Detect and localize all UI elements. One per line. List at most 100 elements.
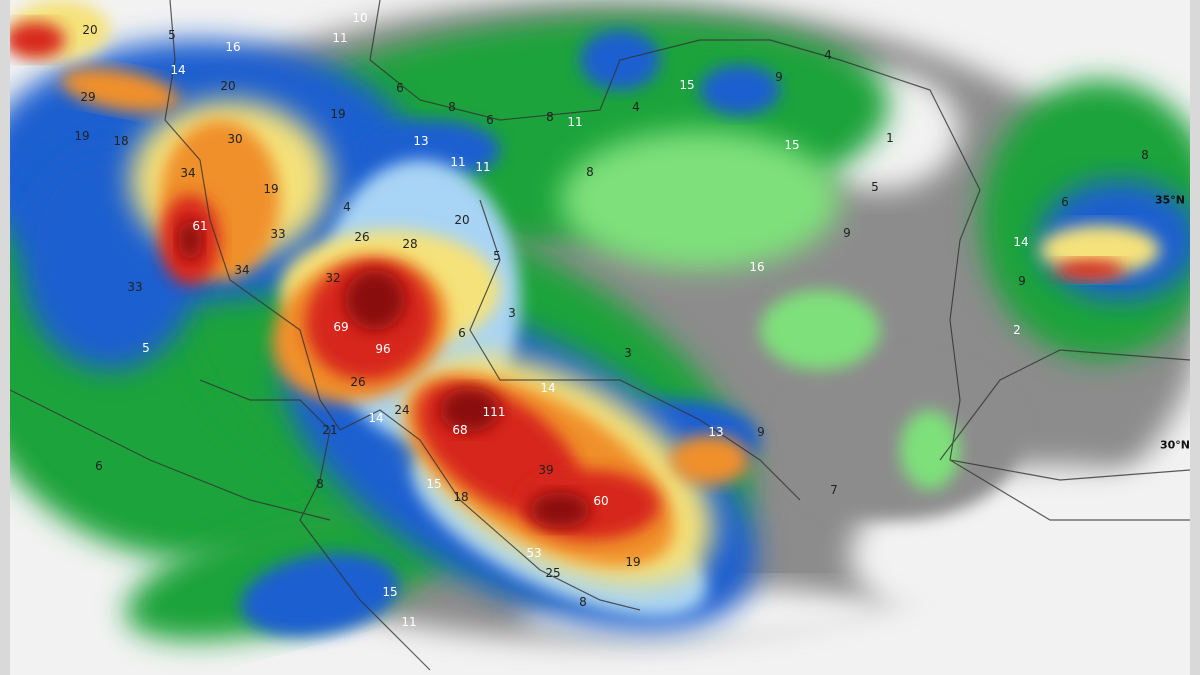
precip-value-label: 4 xyxy=(343,200,351,214)
precip-value-label: 6 xyxy=(486,113,494,127)
precip-value-label: 21 xyxy=(322,423,338,437)
precip-value-label: 8 xyxy=(546,110,554,124)
precip-value-label: 33 xyxy=(127,280,143,294)
precip-value-label: 8 xyxy=(1141,148,1149,162)
precip-value-label: 18 xyxy=(453,490,469,504)
precip-value-label: 60 xyxy=(593,494,609,508)
precip-value-label: 8 xyxy=(448,100,456,114)
precip-area-orange xyxy=(670,435,750,485)
border-line xyxy=(949,189,1190,521)
precip-value-label: 13 xyxy=(708,425,724,439)
precip-value-label: 4 xyxy=(632,100,640,114)
precip-value-label: 15 xyxy=(784,138,800,152)
precip-value-label: 5 xyxy=(493,249,501,263)
precip-area-light-green xyxy=(900,410,960,490)
country-borders xyxy=(10,0,1190,671)
precip-value-label: 111 xyxy=(482,405,506,419)
precip-area-blue xyxy=(700,65,780,115)
precip-value-label: 3 xyxy=(624,346,632,360)
precipitation-field xyxy=(10,0,1190,675)
latitude-label: 30°N xyxy=(1159,438,1191,452)
precip-value-label: 10 xyxy=(352,11,368,25)
precip-value-label: 13 xyxy=(413,134,429,148)
precip-value-label: 5 xyxy=(168,28,176,42)
precip-value-label: 6 xyxy=(95,459,103,473)
precip-value-label: 53 xyxy=(526,546,542,560)
precip-value-label: 68 xyxy=(452,423,468,437)
precip-value-label: 30 xyxy=(227,132,243,146)
precip-value-label: 2 xyxy=(1013,323,1021,337)
precip-value-label: 20 xyxy=(454,213,470,227)
border-line xyxy=(939,349,1190,461)
precip-value-label: 32 xyxy=(325,271,341,285)
precip-value-label: 14 xyxy=(170,63,186,77)
precip-value-label: 96 xyxy=(375,342,391,356)
precip-value-label: 6 xyxy=(1061,195,1069,209)
precip-value-label: 20 xyxy=(220,79,236,93)
border-line xyxy=(469,199,801,501)
latitude-label: 35°N xyxy=(1154,193,1186,207)
precip-value-label: 26 xyxy=(350,375,366,389)
precip-value-label: 5 xyxy=(871,180,879,194)
precip-value-label: 9 xyxy=(843,226,851,240)
precip-value-label: 6 xyxy=(458,326,466,340)
precip-value-label: 33 xyxy=(270,227,286,241)
border-line xyxy=(199,379,431,671)
precip-value-label: 69 xyxy=(333,320,349,334)
precip-value-label: 61 xyxy=(192,219,208,233)
precip-value-label: 34 xyxy=(234,263,250,277)
precip-value-label: 1 xyxy=(886,131,894,145)
precip-value-label: 24 xyxy=(394,403,410,417)
precip-value-label: 15 xyxy=(382,585,398,599)
precip-value-label: 25 xyxy=(545,566,561,580)
precip-value-label: 39 xyxy=(538,463,554,477)
precip-value-label: 28 xyxy=(402,237,418,251)
precip-area-light-green xyxy=(760,290,880,370)
precip-value-label: 19 xyxy=(263,182,279,196)
precip-value-label: 11 xyxy=(475,160,491,174)
precip-area-orange xyxy=(60,67,180,113)
precip-value-label: 4 xyxy=(824,48,832,62)
precip-area-dark-red xyxy=(178,220,202,260)
precip-value-label: 9 xyxy=(775,70,783,84)
border-line xyxy=(369,0,981,191)
precip-value-label: 14 xyxy=(540,381,556,395)
precip-value-label: 19 xyxy=(625,555,641,569)
precip-value-label: 29 xyxy=(80,90,96,104)
precip-value-label: 8 xyxy=(316,477,324,491)
precip-value-label: 26 xyxy=(354,230,370,244)
precip-value-label: 14 xyxy=(368,411,384,425)
border-line xyxy=(10,389,331,521)
precip-value-label: 19 xyxy=(74,129,90,143)
precip-value-label: 19 xyxy=(330,107,346,121)
border-line xyxy=(949,459,1190,481)
precip-value-label: 16 xyxy=(749,260,765,274)
precip-value-label: 11 xyxy=(450,155,466,169)
precip-value-label: 15 xyxy=(426,477,442,491)
precip-value-label: 11 xyxy=(332,31,348,45)
precip-area-dark-red xyxy=(440,388,500,432)
precip-value-label: 7 xyxy=(830,483,838,497)
border-line xyxy=(164,0,341,431)
precip-value-label: 18 xyxy=(113,134,129,148)
border-line xyxy=(339,409,641,611)
precip-value-label: 3 xyxy=(508,306,516,320)
precip-value-label: 15 xyxy=(679,78,695,92)
precip-value-label: 5 xyxy=(142,341,150,355)
precip-area-dark-red xyxy=(530,492,590,528)
precip-value-label: 8 xyxy=(579,595,587,609)
precip-area-light-green xyxy=(560,130,840,270)
map-frame xyxy=(10,0,1190,675)
precip-value-label: 20 xyxy=(82,23,98,37)
precip-value-label: 9 xyxy=(757,425,765,439)
precip-value-label: 14 xyxy=(1013,235,1029,249)
precip-area-blue xyxy=(240,553,400,637)
precip-value-label: 11 xyxy=(401,615,417,629)
precip-value-label: 11 xyxy=(567,115,583,129)
precip-area-trace-gray xyxy=(780,360,1020,520)
precip-value-label: 6 xyxy=(396,81,404,95)
precip-value-label: 16 xyxy=(225,40,241,54)
precip-value-label: 34 xyxy=(180,166,196,180)
precip-value-label: 9 xyxy=(1018,274,1026,288)
